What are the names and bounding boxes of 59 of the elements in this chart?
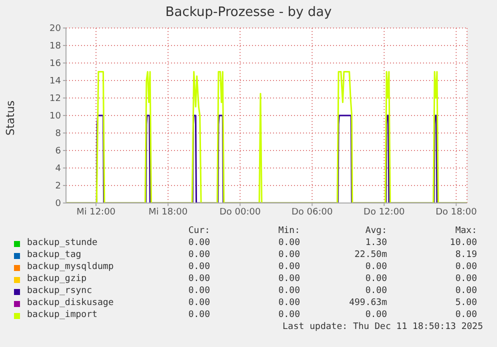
y-tick-label: 20 [50,24,62,34]
text: 0.00 [454,286,477,296]
text: Min: [277,226,300,236]
text: 0.00 [187,262,210,272]
x-tick-label: Mi 12:00 [76,207,116,218]
text: 0.00 [364,310,387,320]
text: Last update: Thu Dec 11 18:50:13 2025 [282,322,483,332]
y-tick-label: 16 [50,59,62,70]
y-tick-label: 14 [50,76,62,87]
text: 0.00 [277,250,300,260]
legend-label: backup_import [27,310,98,320]
text: 1.30 [364,238,387,248]
text: 0.00 [187,286,210,296]
text: 0.00 [277,274,300,284]
text: 0.00 [454,310,477,320]
text: 499.63m [348,298,387,308]
y-tick-label: 0 [55,199,62,210]
text: 0.00 [277,238,300,248]
text: 0.00 [454,274,477,284]
legend-label: backup_gzip [27,274,87,284]
y-tick-label: 12 [50,94,61,104]
x-tick-label: Do 00:00 [219,207,261,218]
text: 8.19 [454,250,477,260]
y-tick-label: 8 [55,129,62,140]
chart-title: Backup-Prozesse - by day [164,5,333,20]
y-tick-label: 10 [50,112,62,122]
x-tick-label: Do 12:00 [364,207,406,218]
y-tick-label: 2 [55,182,61,192]
text: 0.00 [364,262,387,272]
legend-label: backup_tag [27,250,82,260]
text: 0.00 [277,310,300,320]
legend-label: backup_mysqldump [27,262,114,272]
y-tick-label: 6 [55,146,62,157]
y-axis-title: Status [4,100,17,136]
text: 22.50m [353,250,387,260]
text: 0.00 [277,286,300,296]
legend-label: backup_rsync [27,286,92,296]
text: 10.00 [448,238,477,248]
text: Cur: [187,226,210,236]
x-tick-label: Do 18:00 [436,207,478,218]
text: 0.00 [277,262,300,272]
y-tick-label: 4 [55,164,62,174]
text: 0.00 [187,238,210,248]
text: 5.00 [454,298,477,308]
legend-label: backup_diskusage [27,298,114,308]
x-tick-label: Mi 18:00 [148,207,188,218]
text: Max: [454,226,477,236]
text: 0.00 [187,298,210,308]
legend-label: backup_stunde [27,238,98,248]
text: 0.00 [187,274,210,284]
x-tick-label: Do 06:00 [292,207,334,218]
y-tick-label: 18 [50,42,62,52]
text: 0.00 [277,298,300,308]
text: 0.00 [364,286,387,296]
text: 0.00 [187,250,210,260]
text: Avg: [364,226,387,236]
text: 0.00 [454,262,477,272]
text: 0.00 [364,274,387,284]
text: 0.00 [187,310,210,320]
